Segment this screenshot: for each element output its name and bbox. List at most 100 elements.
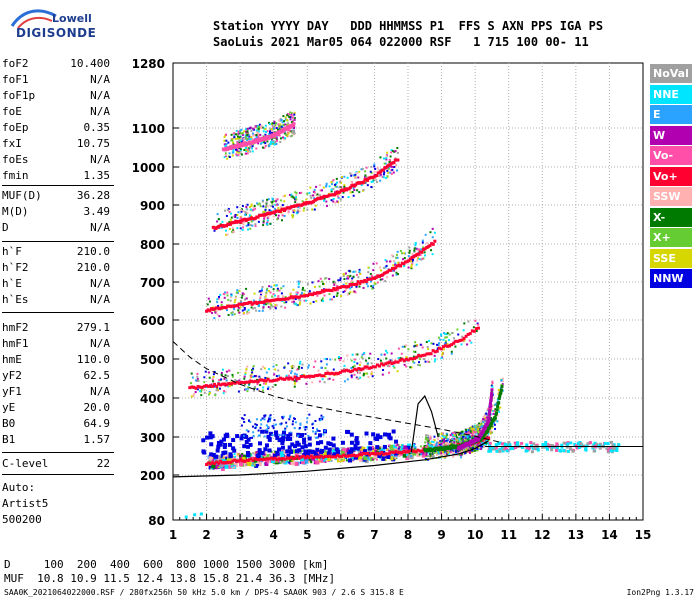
scatter-point (316, 294, 319, 297)
scatter-point (455, 449, 458, 452)
trace-point (386, 361, 390, 365)
scatter-point (339, 198, 342, 201)
scatter-point (225, 370, 228, 373)
scatter-point (262, 210, 265, 213)
scatter-point (349, 285, 352, 288)
trace-point (317, 455, 321, 459)
scatter-point (239, 216, 242, 219)
scatter-point (296, 291, 299, 294)
scatter-point (313, 188, 316, 191)
scatter-point (461, 437, 464, 440)
scatter-point (285, 421, 288, 424)
scatter-point (275, 122, 278, 125)
scatter-point (362, 188, 365, 191)
param-row-b1: B1 1.57 (2, 432, 112, 448)
scatter-point (492, 409, 495, 412)
scatter-point (275, 450, 280, 455)
scatter-point (372, 179, 375, 182)
scatter-point (274, 383, 277, 386)
trace-point (392, 451, 396, 455)
scatter-point (440, 357, 443, 360)
trace-point (267, 299, 271, 303)
scatter-point (544, 443, 548, 447)
scatter-point (274, 432, 279, 437)
scatter-point (595, 442, 599, 446)
trace-point (494, 413, 498, 417)
scatter-point (270, 129, 273, 132)
scatter-point (267, 419, 270, 422)
scatter-point (361, 353, 364, 356)
scatter-point (227, 313, 230, 316)
scatter-point (332, 187, 335, 190)
trace-point (372, 452, 376, 456)
trace-point (353, 282, 357, 286)
scatter-point (373, 163, 376, 166)
param-name: foEp (2, 121, 29, 134)
scatter-point (335, 185, 338, 188)
scatter-point (255, 134, 258, 137)
scatter-point (291, 195, 294, 198)
scatter-point (256, 142, 259, 145)
scatter-point (388, 371, 391, 374)
scatter-point (494, 408, 497, 411)
trace-point (245, 301, 249, 305)
scatter-point (421, 239, 424, 242)
scatter-point (376, 166, 379, 169)
trace-point (266, 377, 270, 381)
trace-point (226, 304, 230, 308)
scatter-point (463, 438, 466, 441)
trace-point (260, 300, 264, 304)
trace-point (419, 354, 423, 358)
scatter-point (262, 307, 265, 310)
trace-point (338, 190, 342, 194)
scatter-point (326, 451, 331, 456)
scatter-point (234, 296, 237, 299)
scatter-point (394, 164, 397, 167)
scatter-point (293, 132, 296, 135)
scatter-point (314, 432, 317, 435)
trace-point (282, 129, 286, 133)
trace-point (297, 376, 301, 380)
trace-point (330, 371, 334, 375)
scatter-point (294, 191, 297, 194)
trace-point (386, 452, 390, 456)
scatter-point (243, 307, 246, 310)
scatter-point (292, 196, 295, 199)
scatter-point (223, 466, 226, 469)
scatter-point (300, 457, 305, 462)
scatter-point (301, 291, 304, 294)
trace-point (257, 300, 261, 304)
scatter-point (421, 346, 424, 349)
param-value: N/A (90, 385, 110, 398)
trace-point (334, 192, 338, 196)
scatter-point (435, 442, 438, 445)
scatter-point (509, 447, 513, 451)
trace-point (381, 273, 385, 277)
scatter-point (436, 343, 439, 346)
scatter-point (386, 351, 389, 354)
x-tick-label: 10 (467, 528, 484, 542)
scatter-point (436, 347, 439, 350)
scatter-point (450, 451, 453, 454)
scatter-point (286, 119, 289, 122)
scatter-point (473, 443, 476, 446)
scatter-point (213, 317, 216, 320)
scatter-point (427, 360, 430, 363)
trace-point (398, 358, 402, 362)
scatter-point (319, 189, 322, 192)
scatter-point (457, 333, 460, 336)
scatter-point (332, 197, 335, 200)
scatter-point (336, 289, 339, 292)
scatter-point (262, 205, 265, 208)
scatter-point (251, 368, 254, 371)
scatter-point (298, 365, 301, 368)
trace-point (398, 450, 402, 454)
trace-point (232, 304, 236, 308)
scatter-point (227, 369, 230, 372)
scatter-point (362, 286, 365, 289)
scatter-point (550, 448, 554, 452)
scatter-point (384, 162, 387, 165)
scatter-point (411, 258, 414, 261)
scatter-point (332, 179, 335, 182)
trace-point (289, 295, 293, 299)
